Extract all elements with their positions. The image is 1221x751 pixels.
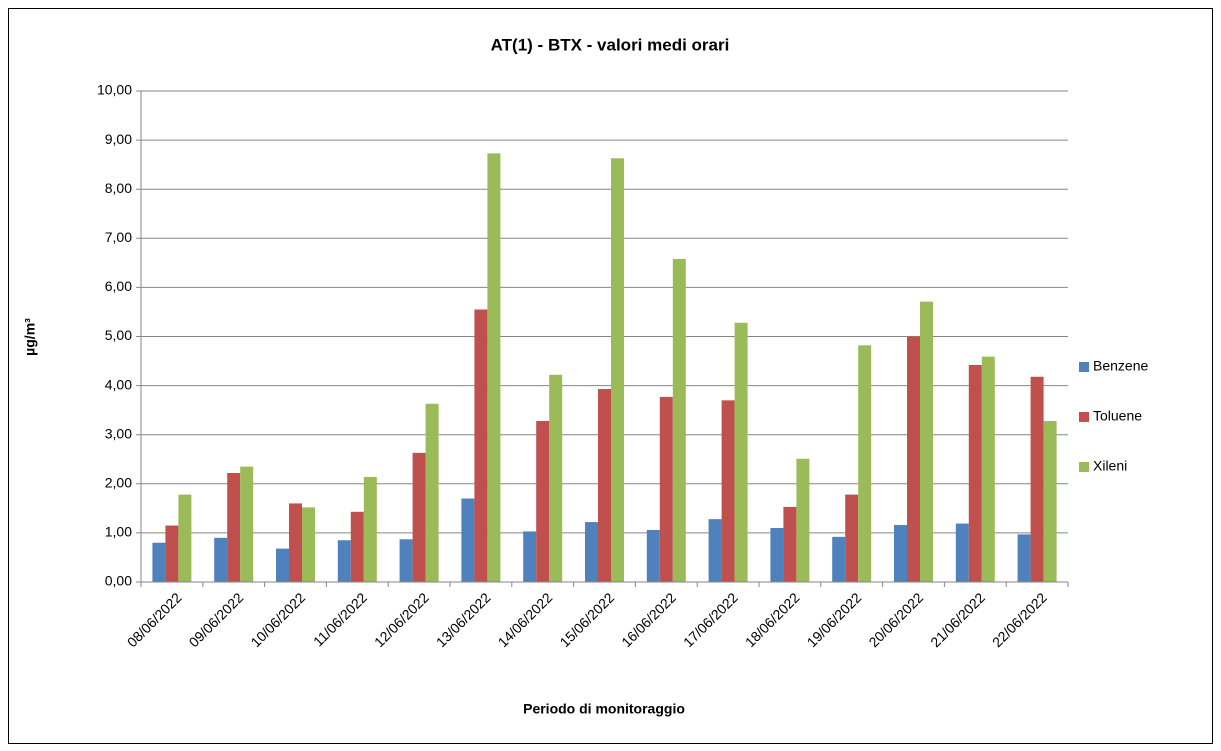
bar xyxy=(770,527,784,582)
y-tick-label: 2,00 xyxy=(105,475,132,491)
bar xyxy=(178,494,192,582)
bar xyxy=(276,548,289,582)
bar xyxy=(611,158,624,582)
y-tick-label: 3,00 xyxy=(105,425,132,441)
bar xyxy=(981,356,995,582)
bar xyxy=(227,472,241,582)
bar xyxy=(832,536,846,582)
y-tick-label: 10,00 xyxy=(97,82,132,98)
bar xyxy=(1030,376,1044,582)
y-tick-label: 4,00 xyxy=(105,376,132,392)
bar xyxy=(1017,534,1031,582)
y-tick-label: 1,00 xyxy=(105,524,132,540)
bar xyxy=(734,322,748,582)
legend-label: Benzene xyxy=(1093,358,1148,374)
bar xyxy=(721,400,735,582)
chart-frame xyxy=(8,8,1213,744)
bar xyxy=(363,476,377,582)
bar xyxy=(474,309,488,582)
y-tick-label: 8,00 xyxy=(105,180,132,196)
bar xyxy=(337,540,351,582)
bar xyxy=(598,389,611,582)
y-tick-label: 6,00 xyxy=(105,278,132,294)
legend-label: Xileni xyxy=(1093,458,1127,474)
bar xyxy=(536,420,550,582)
bar xyxy=(152,542,166,582)
bar xyxy=(399,539,413,582)
bar xyxy=(858,345,872,582)
bar xyxy=(920,301,933,582)
bar xyxy=(214,537,228,582)
legend-swatch xyxy=(1079,462,1089,472)
x-axis-label: Periodo di monitoraggio xyxy=(523,701,685,717)
bar xyxy=(461,498,475,582)
bar xyxy=(412,452,426,582)
bar xyxy=(1043,420,1057,582)
bar xyxy=(425,403,439,582)
chart-title: AT(1) - BTX - valori medi orari xyxy=(491,35,730,54)
y-tick-label: 7,00 xyxy=(105,229,132,245)
bar xyxy=(672,258,686,582)
bar xyxy=(796,458,810,582)
bar xyxy=(585,522,598,582)
bar xyxy=(845,494,859,582)
bar xyxy=(659,396,673,582)
legend-swatch xyxy=(1079,362,1089,372)
bar xyxy=(955,523,969,582)
bar xyxy=(968,364,982,582)
bar xyxy=(549,374,563,582)
bar xyxy=(350,511,364,582)
bar xyxy=(708,519,722,582)
bar xyxy=(289,503,302,582)
bar xyxy=(894,525,907,582)
legend-swatch xyxy=(1079,412,1089,422)
y-tick-label: 0,00 xyxy=(105,573,132,589)
bar xyxy=(302,507,315,582)
y-tick-label: 9,00 xyxy=(105,131,132,147)
bar xyxy=(165,525,179,582)
bar xyxy=(646,529,660,582)
bar xyxy=(783,506,797,582)
bar xyxy=(487,153,501,582)
legend-label: Toluene xyxy=(1093,408,1142,424)
y-axis-label: µg/m³ xyxy=(22,318,38,356)
bar xyxy=(240,466,254,582)
bar xyxy=(523,531,537,582)
bar xyxy=(907,336,920,582)
y-tick-label: 5,00 xyxy=(105,327,132,343)
